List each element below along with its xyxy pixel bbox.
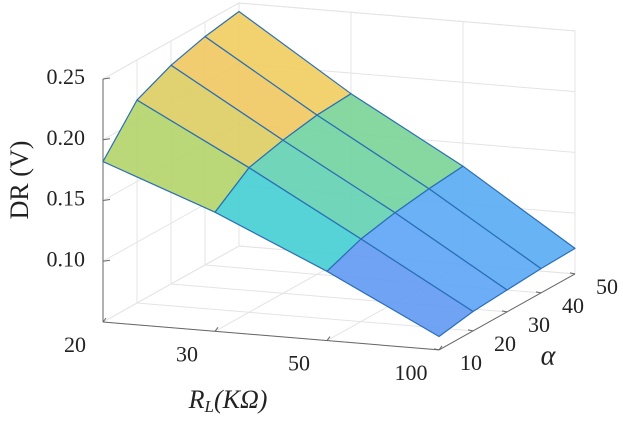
x-tick-label: 20 <box>64 332 86 357</box>
y-tick <box>501 310 508 313</box>
y-tick-label: 40 <box>562 293 584 318</box>
x-axis <box>102 321 440 351</box>
x-axis-label-suffix: (KΩ) <box>214 385 267 414</box>
z-tick-label: 0.20 <box>47 125 86 150</box>
z-tick <box>102 259 111 262</box>
z-tick <box>102 199 111 201</box>
y-tick <box>569 272 576 275</box>
x-axis-label-subscript: L <box>203 397 213 416</box>
x-tick <box>214 326 219 332</box>
z-tick-label: 0.10 <box>47 246 86 271</box>
y-tick <box>535 291 542 294</box>
z-tick <box>102 138 111 141</box>
grid-line <box>238 2 576 32</box>
x-tick <box>102 317 107 323</box>
y-tick-label: 50 <box>596 274 618 299</box>
surface-cell <box>326 238 474 338</box>
y-axis-label: α <box>541 340 557 371</box>
z-axis-label: DR (V) <box>5 141 34 220</box>
z-tick-label: 0.15 <box>47 186 86 211</box>
z-tick-label: 0.25 <box>47 64 86 89</box>
y-tick <box>433 348 440 351</box>
x-tick-label: 100 <box>395 360 428 385</box>
x-tick <box>326 336 331 341</box>
x-tick-label: 50 <box>288 351 310 376</box>
x-axis-label-base: R <box>188 385 205 414</box>
y-tick <box>467 329 474 332</box>
x-tick-label: 30 <box>176 341 198 366</box>
x-axis-label: RL(KΩ) <box>188 385 268 416</box>
y-tick-label: 10 <box>460 350 482 375</box>
z-tick <box>102 77 111 80</box>
y-tick-label: 30 <box>528 312 550 337</box>
grid-line <box>136 302 474 332</box>
x-tick <box>438 345 443 351</box>
y-tick-label: 20 <box>494 331 516 356</box>
